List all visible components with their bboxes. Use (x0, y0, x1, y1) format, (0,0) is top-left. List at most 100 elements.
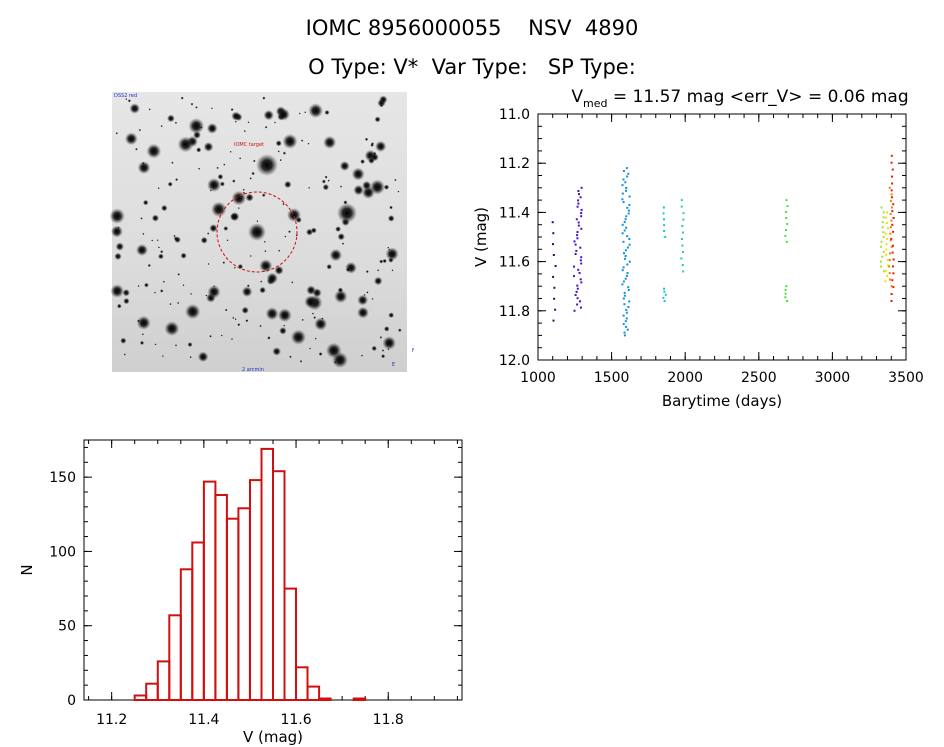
finder-star (259, 324, 262, 328)
finder-star (237, 323, 241, 327)
finder-star (123, 353, 126, 356)
finder-star (154, 291, 156, 294)
lc-x-label: Barytime (days) (662, 392, 782, 410)
finder-star (223, 226, 229, 231)
finder-star (206, 123, 218, 134)
finder-bright-star (337, 203, 357, 223)
lc-point (623, 294, 626, 297)
lc-y-tick-label: 11.2 (499, 156, 530, 172)
lc-point (577, 190, 580, 192)
finder-star (141, 333, 144, 336)
finder-star (363, 293, 366, 296)
hist-bar (225, 517, 240, 701)
hist-x-label: V (mag) (243, 728, 303, 746)
histogram-chart: 11.2 11.4 11.6 11.8 0 50 100 150 V (mag) N (20, 439, 463, 746)
finder-star (383, 326, 390, 332)
finder-star (362, 180, 372, 191)
finder-star (387, 215, 395, 222)
lc-point (888, 186, 891, 189)
finder-star (123, 297, 130, 305)
light-curve-chart: Vmed = 11.57 mag <err_V> = 0.06 mag 1000… (472, 87, 924, 410)
lc-point (552, 254, 555, 256)
finder-star (284, 235, 287, 238)
lc-point (624, 257, 626, 260)
hist-bar (156, 660, 171, 701)
type-info: O Type: V* Var Type: SP Type: (308, 55, 636, 79)
lc-point (664, 293, 667, 296)
lc-point (628, 260, 631, 263)
lc-point (552, 243, 554, 246)
finder-star (197, 351, 209, 363)
finder-star (345, 261, 357, 274)
finder-star (360, 159, 365, 164)
lc-point (882, 231, 885, 234)
finder-star (298, 112, 301, 115)
lc-y-tick-label: 11.4 (499, 205, 530, 221)
lc-point (890, 154, 893, 157)
lc-point (882, 270, 885, 273)
finder-star (233, 266, 236, 269)
finder-star (279, 327, 287, 335)
finder-star (139, 340, 145, 345)
finder-star (249, 255, 252, 257)
lc-point (627, 289, 630, 291)
finder-star (382, 258, 387, 264)
finder-star (381, 354, 386, 359)
hist-bars (133, 447, 367, 702)
lc-point (626, 175, 629, 178)
lc-point (628, 238, 631, 240)
lc-point (580, 212, 583, 214)
lc-point (626, 328, 629, 331)
finder-star (125, 98, 128, 101)
finder-star (174, 121, 178, 124)
lc-point (662, 296, 665, 299)
finder-star (211, 201, 227, 217)
lc-point (580, 215, 583, 218)
lc-point (784, 234, 787, 237)
lc-point (882, 250, 885, 253)
lc-point (891, 182, 894, 185)
finder-star (232, 179, 236, 183)
finder-star (366, 291, 369, 294)
lc-point (785, 240, 788, 243)
lc-point (889, 199, 892, 202)
lc-point (885, 243, 888, 246)
finder-star (291, 281, 294, 284)
finder-star (142, 199, 149, 206)
lc-point (577, 202, 580, 205)
lc-point (622, 297, 625, 300)
lc-point (625, 311, 628, 314)
lc-point (579, 246, 582, 249)
finder-star (397, 190, 400, 193)
finder-star (234, 318, 237, 321)
finder-star (371, 345, 377, 352)
lc-point (892, 230, 895, 233)
lc-x-tick-label: 1500 (594, 370, 630, 386)
finder-star (351, 167, 365, 181)
finder-star (318, 352, 323, 356)
lc-point (663, 230, 666, 233)
hist-bar (145, 682, 159, 701)
hist-bar (272, 470, 286, 702)
lc-point (627, 306, 630, 308)
finder-star (117, 226, 120, 229)
finder-star (136, 315, 151, 330)
hist-bar (318, 697, 332, 701)
hist-y-tick-label: 100 (49, 544, 76, 560)
lc-point (576, 287, 579, 290)
finder-star (382, 336, 397, 350)
lc-point (625, 308, 628, 311)
finder-star (284, 180, 292, 189)
star-title: IOMC 8956000055 NSV 4890 (305, 16, 639, 40)
finder-star (398, 328, 402, 332)
finder-star (231, 338, 233, 341)
hist-x-tick-label: 11.2 (96, 712, 127, 728)
lc-point (575, 290, 578, 293)
lc-point (625, 325, 628, 328)
finder-star (288, 230, 291, 234)
finder-star (207, 232, 210, 235)
lc-point (886, 259, 889, 262)
lc-point (881, 221, 884, 224)
finder-bright-star (136, 244, 148, 256)
finder-star (282, 202, 285, 206)
